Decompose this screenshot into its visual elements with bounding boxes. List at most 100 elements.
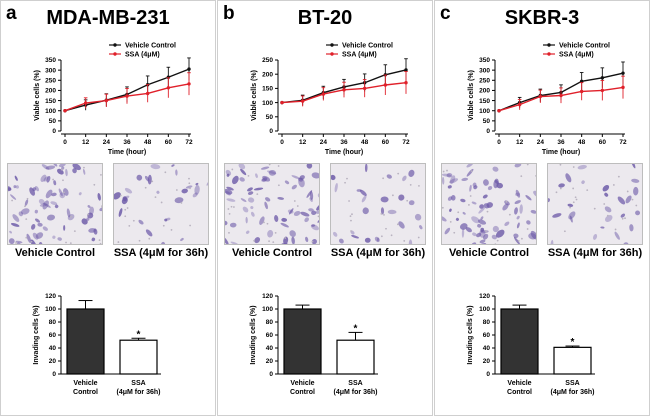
x-tick-label: 24	[320, 139, 328, 146]
stained-cell	[600, 226, 605, 229]
significance-marker: *	[137, 329, 141, 340]
stained-cell	[57, 237, 62, 241]
stained-cell	[82, 168, 86, 175]
y-axis-label: Invading cells (%)	[467, 305, 474, 364]
membrane-pore	[26, 197, 29, 200]
stained-cell	[494, 179, 499, 185]
stained-cell	[45, 189, 53, 199]
stained-cell	[20, 208, 30, 215]
stained-cell	[526, 220, 531, 225]
y-tick-label: 20	[49, 358, 57, 365]
membrane-pore	[380, 235, 383, 238]
membrane-pore	[442, 170, 445, 173]
stained-cell	[245, 230, 250, 234]
stained-cell	[206, 180, 208, 186]
stained-cell	[147, 174, 152, 185]
membrane-pore	[62, 179, 64, 182]
x-category-label: Control	[507, 389, 532, 396]
stained-cell	[374, 236, 380, 243]
membrane-pore	[382, 177, 385, 180]
stained-cell	[138, 219, 144, 225]
membrane-pore	[119, 194, 122, 197]
y-tick-label: 120	[45, 293, 56, 300]
stained-cell	[245, 216, 248, 224]
x-tick-label: 72	[185, 139, 193, 146]
stained-cell	[240, 168, 247, 176]
membrane-pore	[391, 194, 394, 197]
y-tick-label: 150	[45, 98, 56, 105]
stained-cell	[34, 185, 39, 192]
stained-cell	[387, 209, 397, 215]
membrane-pore	[496, 239, 499, 242]
data-point	[187, 67, 191, 71]
stained-cell	[268, 170, 277, 176]
y-tick-label: 200	[262, 71, 273, 78]
membrane-pore	[517, 240, 520, 242]
membrane-pore	[284, 237, 287, 239]
panel-letter: c	[440, 3, 451, 24]
y-tick-label: 250	[479, 77, 490, 84]
membrane-pore	[563, 230, 566, 233]
stained-cell	[145, 229, 153, 237]
stained-cell	[8, 186, 12, 192]
stained-cell	[633, 186, 639, 196]
stained-cell	[35, 232, 44, 239]
stained-cell	[150, 164, 161, 170]
stained-cell	[34, 209, 38, 214]
stained-cell	[37, 222, 43, 227]
stained-cell	[65, 168, 68, 177]
stained-cell	[86, 217, 90, 221]
data-point	[404, 68, 408, 72]
stained-cell	[52, 235, 56, 239]
stained-cell	[311, 210, 317, 215]
stained-cell	[625, 195, 632, 204]
stained-cell	[398, 194, 405, 201]
stained-cell	[161, 241, 165, 244]
stained-cell	[472, 232, 477, 237]
membrane-pore	[228, 212, 231, 215]
stained-cell	[42, 226, 48, 231]
y-tick-label: 40	[483, 345, 491, 352]
stained-cell	[89, 206, 95, 215]
stained-cell	[291, 184, 297, 190]
stained-cell	[552, 213, 562, 218]
membrane-pore	[189, 187, 191, 190]
stained-cell	[24, 199, 29, 206]
x-tick-label: 72	[402, 139, 410, 146]
membrane-pore	[469, 195, 472, 197]
membrane-pore	[617, 175, 620, 178]
membrane-pore	[231, 168, 234, 171]
y-tick-label: 20	[483, 358, 491, 365]
stained-cell	[604, 192, 609, 197]
membrane-pore	[99, 242, 102, 244]
x-tick-label: 60	[165, 139, 173, 146]
stained-cell	[266, 170, 277, 175]
stained-cell	[226, 198, 236, 202]
stained-cell	[250, 206, 254, 210]
legend-marker	[547, 52, 551, 56]
stained-cell	[462, 212, 466, 215]
bar-ssa	[119, 339, 158, 375]
stained-cell	[229, 222, 237, 228]
membrane-pore	[446, 169, 448, 172]
membrane-pore	[346, 177, 348, 180]
stained-cell	[331, 174, 336, 181]
stained-cell	[306, 164, 313, 169]
stained-cell	[180, 237, 184, 242]
stained-cell	[469, 184, 472, 192]
membrane-pore	[70, 215, 72, 218]
membrane-pore	[124, 208, 127, 211]
stained-cell	[185, 185, 193, 189]
y-tick-label: 50	[483, 118, 491, 125]
membrane-pore	[520, 175, 523, 178]
membrane-pore	[631, 198, 634, 201]
legend-marker	[113, 52, 117, 56]
y-tick-label: 300	[479, 67, 490, 74]
stained-cell	[156, 190, 160, 194]
membrane-pore	[188, 182, 191, 185]
stained-cell	[465, 227, 472, 233]
stained-cell	[461, 228, 465, 238]
membrane-pore	[606, 214, 609, 217]
stained-cell	[558, 183, 565, 188]
stained-cell	[514, 200, 521, 205]
